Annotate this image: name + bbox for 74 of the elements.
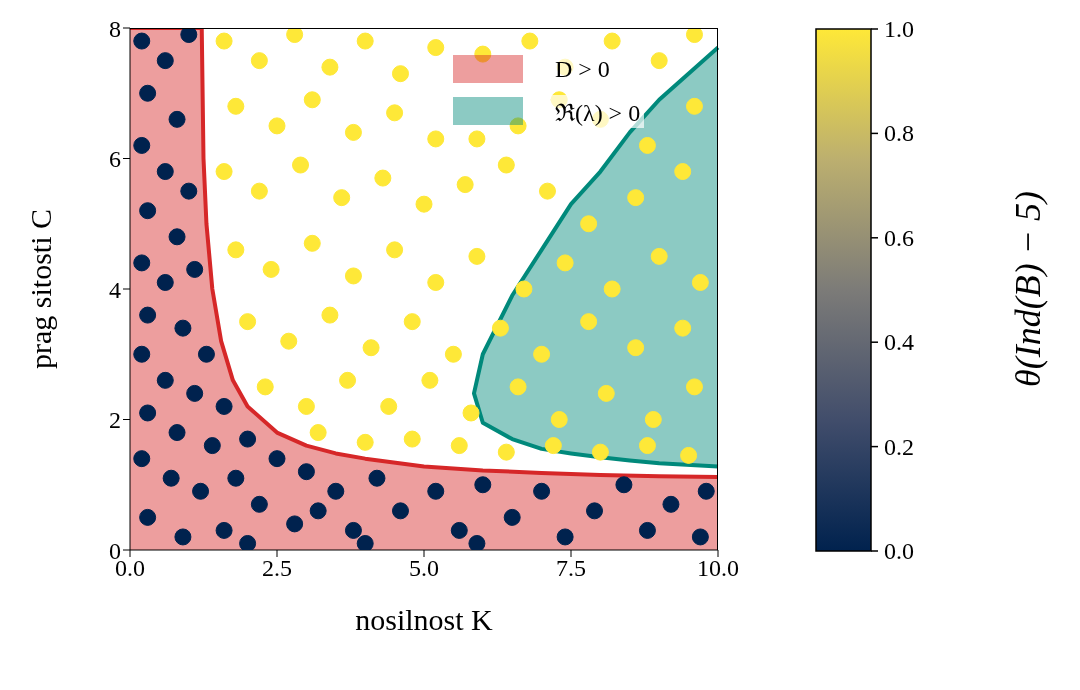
point xyxy=(615,476,633,494)
x-tick-label: 2.5 xyxy=(262,555,292,582)
point xyxy=(344,521,362,539)
color-bar-label: 0.8 xyxy=(884,120,914,147)
point xyxy=(638,521,656,539)
point xyxy=(468,534,486,550)
point xyxy=(533,482,551,500)
color-bar-label: 0.4 xyxy=(884,329,914,356)
y-tick-label: 2 xyxy=(109,407,121,434)
point xyxy=(174,528,192,546)
point xyxy=(268,450,286,468)
point xyxy=(215,397,233,415)
point xyxy=(180,182,198,200)
point xyxy=(174,319,192,337)
y-tick-label: 4 xyxy=(109,276,121,303)
color-bar-label: 1.0 xyxy=(884,16,914,42)
color-bar-title: θ(Ind(B) − 5) xyxy=(1008,191,1048,387)
point xyxy=(156,163,174,181)
point xyxy=(697,482,715,500)
point xyxy=(168,228,186,246)
x-tick-label: 5.0 xyxy=(409,555,439,582)
point xyxy=(133,254,151,272)
point xyxy=(192,482,210,500)
point xyxy=(368,469,386,487)
point xyxy=(139,508,157,526)
point xyxy=(168,424,186,442)
point xyxy=(227,469,245,487)
point xyxy=(133,32,151,50)
point xyxy=(662,495,680,513)
point xyxy=(139,306,157,324)
point xyxy=(286,515,304,533)
point xyxy=(327,482,345,500)
y-tick-label: 6 xyxy=(109,146,121,173)
point xyxy=(556,528,574,546)
color-bar-label: 0.2 xyxy=(884,433,914,460)
point xyxy=(197,345,215,363)
point xyxy=(180,28,198,44)
y-axis-title: prag sitosti C xyxy=(23,208,57,370)
point xyxy=(239,534,257,550)
point xyxy=(139,84,157,102)
point xyxy=(391,502,409,520)
point xyxy=(133,345,151,363)
point xyxy=(139,404,157,422)
legend-label: ℜ(λ) > 0 xyxy=(551,94,645,128)
color-bar-label: 0.0 xyxy=(884,538,914,564)
point xyxy=(450,521,468,539)
point xyxy=(186,260,204,278)
color-bar-label: 0.6 xyxy=(884,224,914,251)
point xyxy=(691,528,709,546)
point xyxy=(139,202,157,220)
y-tick-label: 8 xyxy=(109,15,121,42)
point xyxy=(156,52,174,70)
x-tick-label: 7.5 xyxy=(556,555,586,582)
point xyxy=(474,476,492,494)
point xyxy=(162,469,180,487)
point xyxy=(239,430,257,448)
point xyxy=(356,534,374,550)
point xyxy=(503,508,521,526)
legend-label: D > 0 xyxy=(551,55,614,83)
point xyxy=(133,450,151,468)
point xyxy=(203,437,221,455)
point xyxy=(186,384,204,402)
point xyxy=(586,502,604,520)
x-axis-title: nosilnost K xyxy=(355,603,494,636)
point xyxy=(215,521,233,539)
point xyxy=(168,110,186,128)
point xyxy=(297,463,315,481)
point xyxy=(250,495,268,513)
point xyxy=(156,273,174,291)
x-tick-label: 10.0 xyxy=(697,555,739,582)
point xyxy=(427,482,445,500)
point xyxy=(156,371,174,389)
point xyxy=(309,502,327,520)
point xyxy=(133,136,151,154)
